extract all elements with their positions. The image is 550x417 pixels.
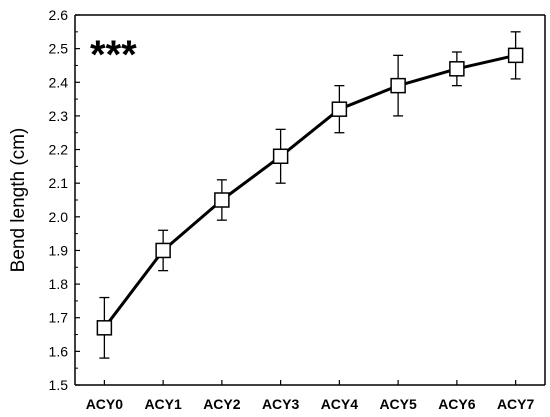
- y-axis-ticks: 1.5 1.6 1.7 1.8 1.9 2.0 2.1 2.2 2.3 2.4 2.5 2.6: [49, 7, 80, 393]
- y-tick-label: 2.6: [49, 7, 69, 23]
- y-tick-label: 2.1: [49, 175, 69, 191]
- y-tick-label: 2.4: [49, 74, 69, 90]
- y-tick-label: 2.2: [49, 142, 69, 158]
- data-point: [214, 192, 230, 208]
- data-point: [155, 242, 171, 259]
- y-tick-label: 1.5: [49, 377, 69, 393]
- x-tick-label: ACY0: [86, 396, 124, 412]
- series-group: [96, 31, 524, 359]
- y-tick-label: 1.9: [49, 242, 69, 258]
- x-axis-ticks: ACY0 ACY1 ACY2 ACY3 ACY4 ACY5 ACY6 ACY7: [86, 380, 535, 412]
- y-tick-label: 1.7: [49, 310, 69, 326]
- x-tick-label: ACY7: [497, 396, 535, 412]
- data-point: [390, 77, 406, 94]
- significance-annotation: ***: [90, 33, 137, 77]
- x-tick-label: ACY1: [144, 396, 182, 412]
- x-tick-label: ACY2: [203, 396, 241, 412]
- x-tick-label: ACY5: [379, 396, 417, 412]
- data-point: [331, 101, 348, 117]
- y-tick-label: 1.8: [49, 276, 69, 292]
- data-point: [449, 61, 465, 77]
- data-point: [272, 148, 289, 165]
- y-tick-label: 1.6: [49, 343, 69, 359]
- series-line: [103, 53, 516, 329]
- data-point: [96, 320, 113, 336]
- y-axis-title: Bend length (cm): [8, 128, 29, 273]
- y-tick-label: 2.0: [49, 209, 69, 225]
- x-tick-label: ACY6: [438, 396, 476, 412]
- x-tick-label: ACY4: [321, 396, 359, 412]
- data-point: [507, 47, 524, 64]
- x-tick-label: ACY3: [262, 396, 300, 412]
- plot-frame: [74, 14, 546, 386]
- y-tick-label: 2.3: [49, 108, 69, 124]
- y-tick-label: 2.5: [49, 41, 69, 57]
